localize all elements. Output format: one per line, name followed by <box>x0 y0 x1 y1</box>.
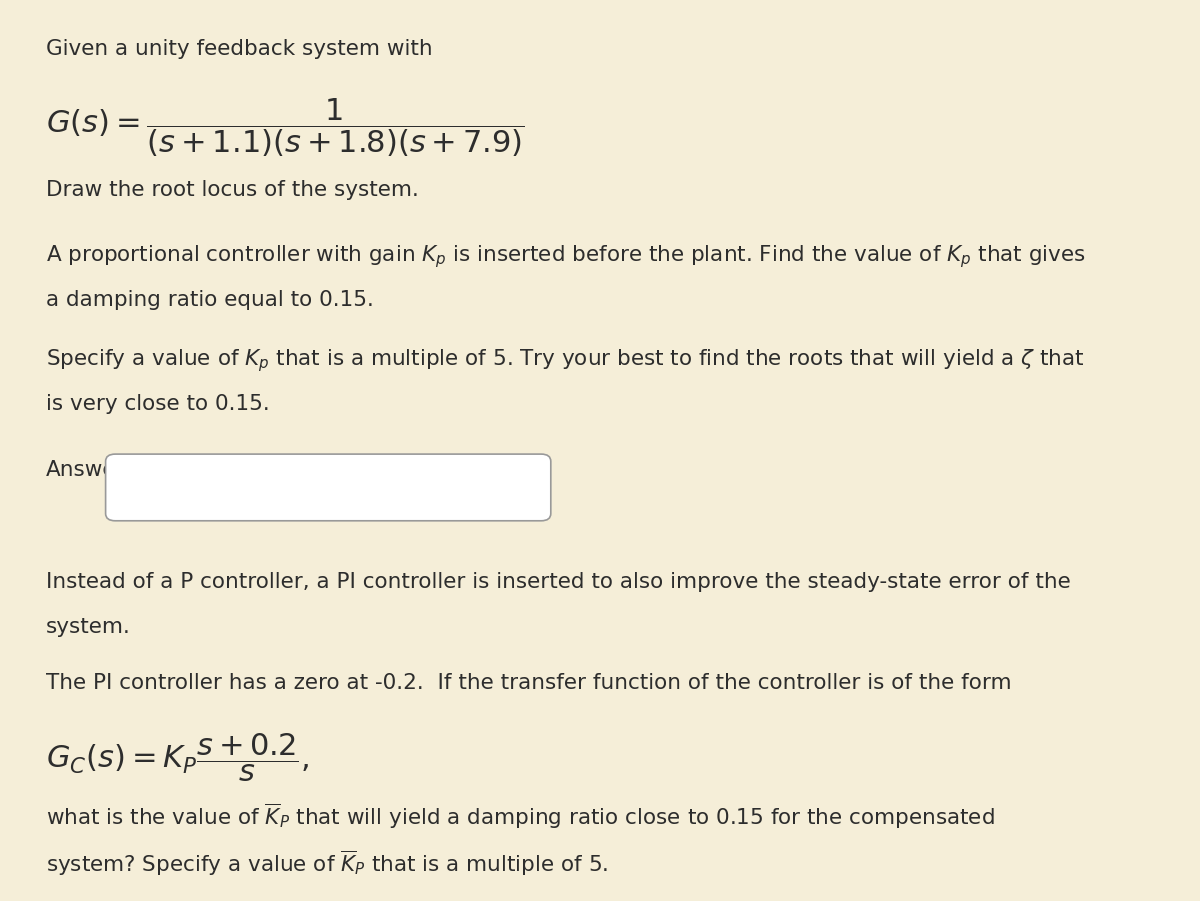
Text: Answer:: Answer: <box>46 460 132 479</box>
Text: what is the value of $\overline{K}_P$ that will yield a damping ratio close to 0: what is the value of $\overline{K}_P$ th… <box>46 802 995 832</box>
Text: $G(s) = \dfrac{1}{(s+1.1)(s+1.8)(s+7.9)}$: $G(s) = \dfrac{1}{(s+1.1)(s+1.8)(s+7.9)}… <box>46 96 524 159</box>
Text: is very close to 0.15.: is very close to 0.15. <box>46 394 269 414</box>
Text: Specify a value of $K_p$ that is a multiple of 5. Try your best to find the root: Specify a value of $K_p$ that is a multi… <box>46 347 1084 374</box>
Text: $G_C(s) = K_P\dfrac{s+0.2}{s},$: $G_C(s) = K_P\dfrac{s+0.2}{s},$ <box>46 732 308 784</box>
FancyBboxPatch shape <box>106 454 551 521</box>
Text: Given a unity feedback system with: Given a unity feedback system with <box>46 39 432 59</box>
Text: A proportional controller with gain $K_p$ is inserted before the plant. Find the: A proportional controller with gain $K_p… <box>46 243 1086 270</box>
Text: system.: system. <box>46 617 131 637</box>
Text: system? Specify a value of $\overline{K}_P$ that is a multiple of 5.: system? Specify a value of $\overline{K}… <box>46 849 608 878</box>
Text: a damping ratio equal to 0.15.: a damping ratio equal to 0.15. <box>46 290 373 310</box>
Text: The PI controller has a zero at -0.2.  If the transfer function of the controlle: The PI controller has a zero at -0.2. If… <box>46 673 1012 693</box>
Text: Draw the root locus of the system.: Draw the root locus of the system. <box>46 180 419 200</box>
Text: Instead of a P controller, a PI controller is inserted to also improve the stead: Instead of a P controller, a PI controll… <box>46 572 1070 592</box>
